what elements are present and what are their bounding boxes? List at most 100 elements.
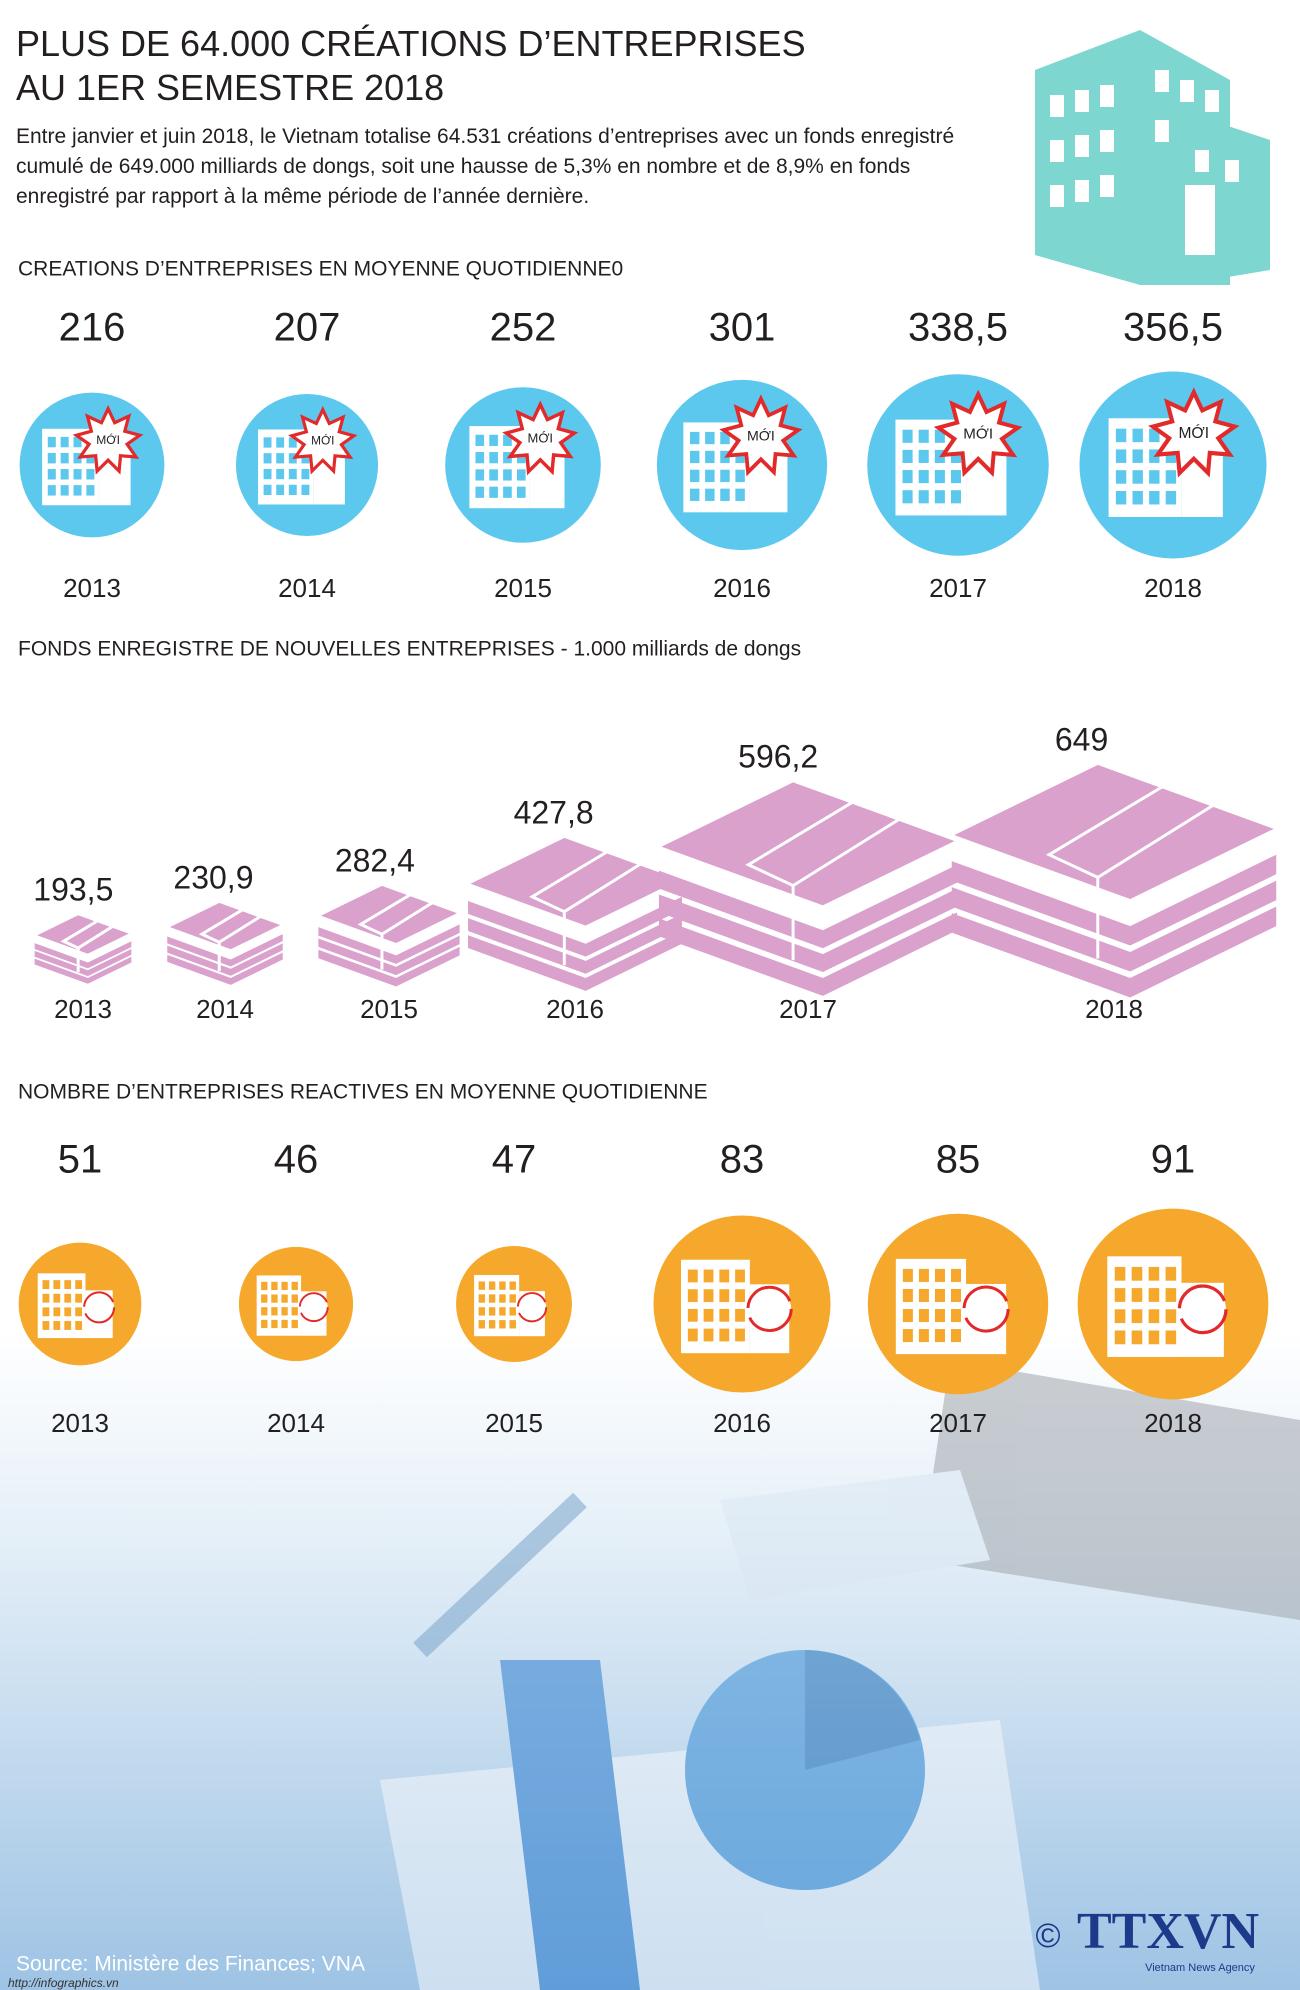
icon-window [703,1328,714,1342]
bundle-band [745,791,916,888]
money-bundle [315,883,463,987]
icon-window [687,1269,698,1283]
icon-window [263,468,272,480]
icon-window [720,469,730,483]
photo-decoration [380,1360,1300,1990]
icon-window [1132,449,1143,463]
icon-window [73,469,82,480]
icon-window [1132,428,1143,443]
icon: MỚI [656,379,828,551]
bundle-band [357,888,442,936]
icon-window [705,431,715,445]
icon-window [934,1329,945,1343]
bundle-layer [468,913,682,974]
bundle-layer [951,906,1277,998]
icon-window [281,1281,288,1291]
icon-window [689,431,700,445]
icon-window [719,1328,730,1342]
icon-window [720,431,730,445]
icon [456,1246,572,1362]
icon-window [719,1269,730,1283]
icon-window [47,436,56,448]
icon-window [902,490,913,504]
icon: MỚI [867,374,1049,556]
icon-window [902,429,913,443]
icon-window [934,470,945,484]
icon: MỚI [445,387,601,543]
icon-window [489,486,498,498]
year-label: 2018 [1144,1408,1202,1438]
year-label: 2017 [929,1408,987,1438]
icon-window [271,1307,278,1316]
icon-window [1165,1266,1177,1281]
icon-window [60,485,69,496]
value-label: 193,5 [33,872,113,908]
refresh-icon [962,1285,1010,1333]
icon-window [902,470,913,484]
icon-window [291,1294,298,1303]
bundle-layer [468,930,682,991]
value-label: 338,5 [908,306,1008,350]
icon-window [509,1294,516,1303]
icon-window [499,1307,506,1316]
bundle-band [529,843,654,914]
money-bundle [164,900,286,985]
icon-window [902,449,913,463]
icon-window [503,486,512,498]
icon-window [73,485,82,496]
icon-window [47,469,56,480]
icon-window [53,1293,61,1303]
icon-window [475,452,485,464]
bundle-top [315,883,463,946]
bundle-layer [658,888,958,973]
value-label: 83 [720,1138,765,1182]
icon-window [1114,1266,1126,1281]
badge-text: MỚI [528,430,554,445]
icon-window [1165,1309,1177,1324]
icon-window [1132,490,1143,505]
badge-text: MỚI [963,426,993,443]
icon-window [703,1269,714,1283]
copyright: © [1035,1917,1060,1955]
refresh-icon [298,1292,329,1323]
year-label: 2018 [1085,994,1143,1024]
icon-window [75,1307,83,1317]
icon-window [488,1294,496,1303]
refresh-icon [1177,1284,1228,1335]
icon-window [47,485,56,496]
icon-window [735,1328,745,1342]
year-label: 2016 [713,573,771,603]
year-label: 2015 [494,573,552,603]
icon-window [475,434,485,446]
money-bundle [656,780,960,996]
year-label: 2014 [267,1408,325,1438]
icon-window [1149,490,1160,505]
icon-window [516,469,526,481]
icon-window [263,484,272,495]
icon-window [735,1269,745,1283]
icon-window [687,1308,698,1322]
icon-window [719,1308,730,1322]
logo-sub: Vietnam News Agency [1145,1962,1255,1974]
icon-window [488,1307,496,1316]
value-label: 596,2 [738,739,818,775]
icon-window [478,1307,486,1316]
icon-window [950,1268,962,1282]
icon-window [271,1294,278,1303]
icon-window [1114,1288,1126,1302]
icon-window [489,452,498,464]
icon-window [720,488,730,501]
icon-window [488,1320,496,1329]
icon-window [291,1307,298,1316]
icon-window [1115,490,1127,505]
icon: MỚI [1079,371,1267,559]
title-line: PLUS DE 64.000 CRÉATIONS D’ENTREPRISES [16,23,806,64]
badge-star [719,394,803,477]
icon-window [276,453,285,464]
icon-window [918,1329,929,1343]
icon-window [73,436,82,448]
icon-window [902,1268,913,1282]
icon-window [86,452,95,464]
badge-star [933,389,1023,478]
